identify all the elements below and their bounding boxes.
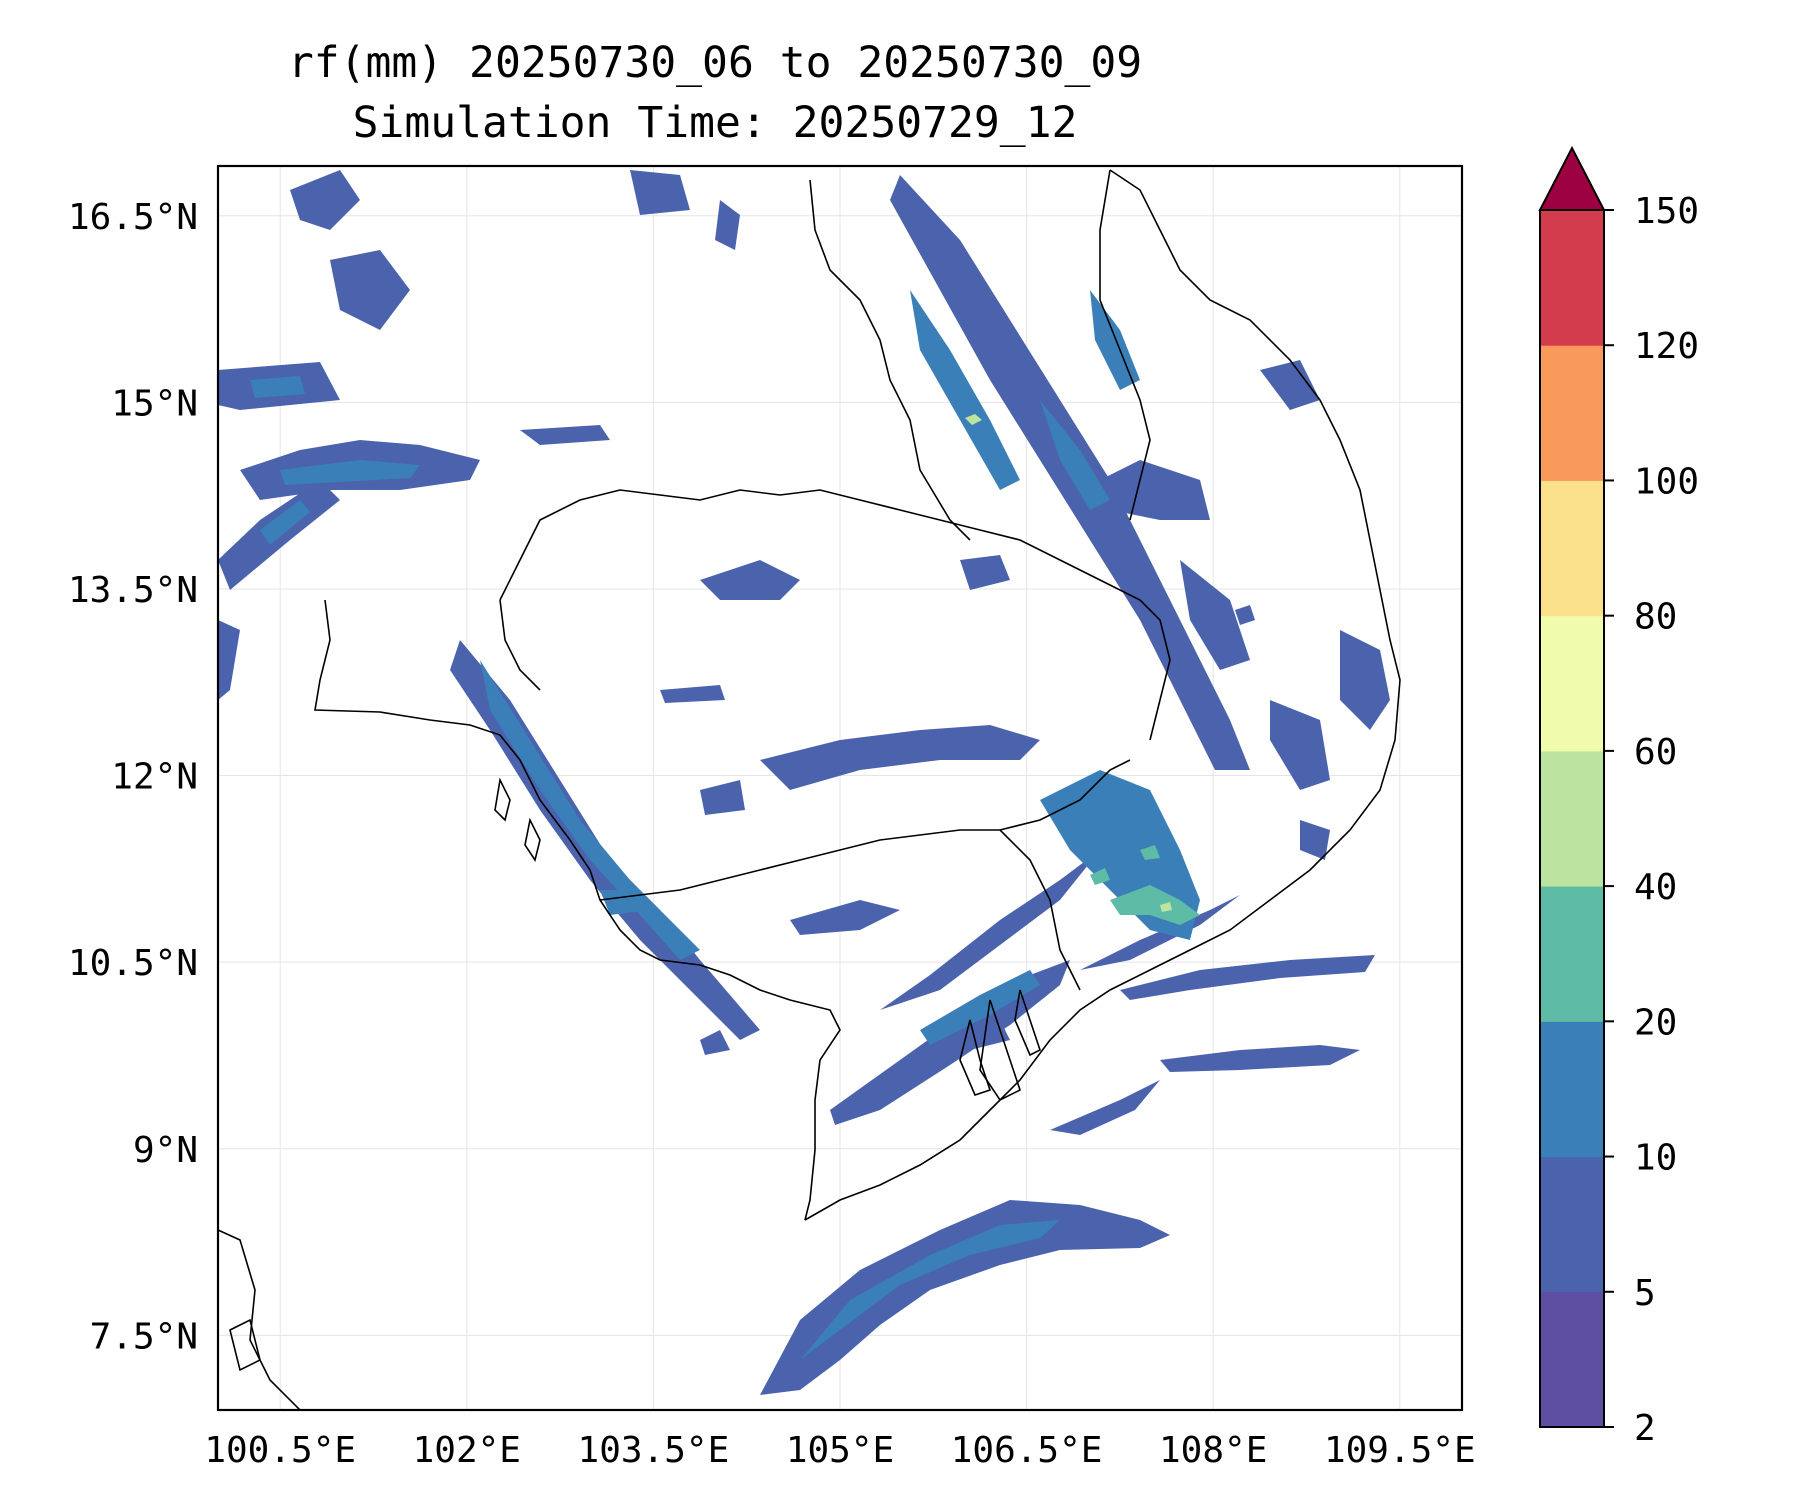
colorbar-segment <box>1540 1156 1604 1293</box>
y-tick-label: 7.5°N <box>90 1316 198 1357</box>
x-axis-ticks: 100.5°E 102°E 103.5°E 105°E 106.5°E 108°E 109.… <box>204 1430 1475 1471</box>
x-tick-label: 102°E <box>413 1430 521 1471</box>
y-tick-label: 12°N <box>111 757 198 798</box>
y-tick-label: 15°N <box>111 383 198 424</box>
rain-band-40-60 <box>965 414 1172 912</box>
y-tick-label: 10.5°N <box>68 943 198 984</box>
colorbar-segment <box>1540 750 1604 887</box>
x-tick-label: 106.5°E <box>951 1430 1103 1471</box>
colorbar-tick-label: 5 <box>1634 1273 1656 1314</box>
colorbar-segment <box>1540 886 1604 1022</box>
rain-band-20-40 <box>1090 845 1200 925</box>
colorbar-tick-label: 150 <box>1634 191 1699 232</box>
colorbar-tick-label: 120 <box>1634 326 1699 367</box>
rain-band-10-20 <box>250 290 1200 1360</box>
colorbar-tick-label: 2 <box>1634 1408 1656 1449</box>
chart-title: rf(mm) 20250730_06 to 20250730_09 <box>287 38 1143 88</box>
x-tick-label: 103.5°E <box>578 1430 730 1471</box>
y-tick-label: 13.5°N <box>68 570 198 611</box>
x-tick-label: 100.5°E <box>204 1430 356 1471</box>
colorbar-segment <box>1540 615 1604 752</box>
colorbar-segment <box>1540 345 1604 481</box>
y-tick-label: 16.5°N <box>68 197 198 238</box>
x-tick-label: 105°E <box>786 1430 894 1471</box>
x-tick-label: 109.5°E <box>1324 1430 1476 1471</box>
y-tick-label: 9°N <box>133 1130 198 1171</box>
y-axis-ticks: 16.5°N 15°N 13.5°N 12°N 10.5°N 9°N 7.5°N <box>68 197 198 1358</box>
colorbar-segment <box>1540 1291 1604 1428</box>
map-frame <box>216 164 1464 1412</box>
colorbar-outline <box>1539 209 1605 1428</box>
colorbar: 2 5 10 20 40 60 80 100 120 150 <box>1538 145 1699 1449</box>
colorbar-extend-triangle <box>1538 145 1606 211</box>
colorbar-tick-label: 20 <box>1634 1002 1677 1043</box>
colorbar-tick-label: 100 <box>1634 461 1699 502</box>
chart-subtitle: Simulation Time: 20250729_12 <box>352 98 1078 148</box>
colorbar-tick-label: 80 <box>1634 597 1677 638</box>
x-tick-label: 108°E <box>1159 1430 1267 1471</box>
colorbar-tick-label: 40 <box>1634 867 1677 908</box>
coastlines-borders <box>218 169 1401 1410</box>
colorbar-tick-label: 60 <box>1634 732 1677 773</box>
colorbar-segment <box>1540 480 1604 617</box>
colorbar-segment <box>1540 1021 1604 1158</box>
colorbar-segment <box>1540 210 1604 346</box>
colorbar-tick-label: 10 <box>1634 1138 1677 1179</box>
